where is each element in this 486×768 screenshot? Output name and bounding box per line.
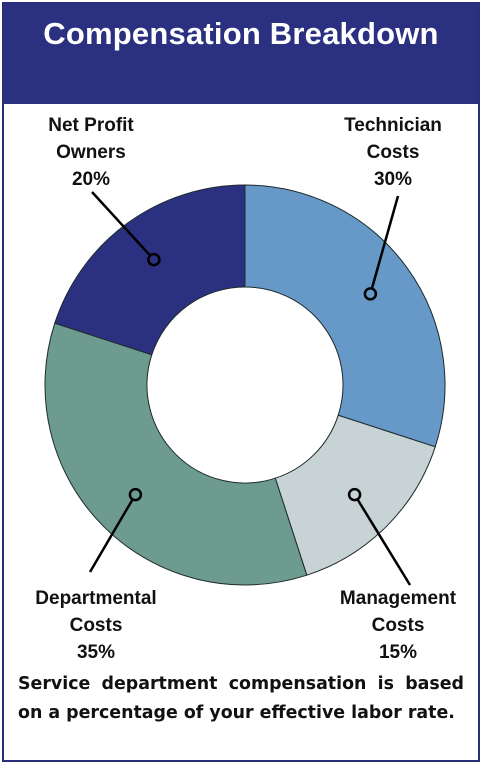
label-management-line1: Management <box>339 588 457 609</box>
label-technician: Technician Costs 30% <box>318 112 468 193</box>
label-net-profit-value: 20% <box>71 169 111 190</box>
leader-line-net-profit <box>91 191 155 261</box>
label-management: Management Costs 15% <box>318 585 478 666</box>
title-banner: Compensation Breakdown <box>4 4 478 104</box>
label-net-profit-line1: Net Profit <box>48 115 134 136</box>
label-departmental-line2: Costs <box>69 615 123 636</box>
leader-line-departmental <box>88 493 137 573</box>
caption-text: Service department compensation is based… <box>18 674 464 723</box>
slice-net-profit <box>54 184 246 356</box>
leader-dot-departmental <box>128 487 143 502</box>
label-technician-line2: Costs <box>366 142 420 163</box>
label-management-value: 15% <box>378 642 418 663</box>
label-technician-line1: Technician <box>344 115 442 136</box>
leader-line-technician <box>369 195 400 295</box>
slice-technician <box>244 184 446 448</box>
label-departmental-line1: Departmental <box>35 588 157 609</box>
label-net-profit-line2: Owners <box>56 142 126 163</box>
label-departmental-value: 35% <box>76 642 116 663</box>
label-technician-value: 30% <box>373 169 413 190</box>
leader-line-management <box>353 493 412 586</box>
label-departmental: Departmental Costs 35% <box>16 585 176 666</box>
leader-dot-technician <box>363 287 378 301</box>
leader-dot-net-profit <box>147 252 161 267</box>
chart-title: Compensation Breakdown <box>43 16 439 51</box>
leader-dot-management <box>347 487 362 502</box>
label-net-profit: Net Profit Owners 20% <box>26 112 156 193</box>
slice-departmental <box>44 322 308 586</box>
label-management-line2: Costs <box>371 615 425 636</box>
